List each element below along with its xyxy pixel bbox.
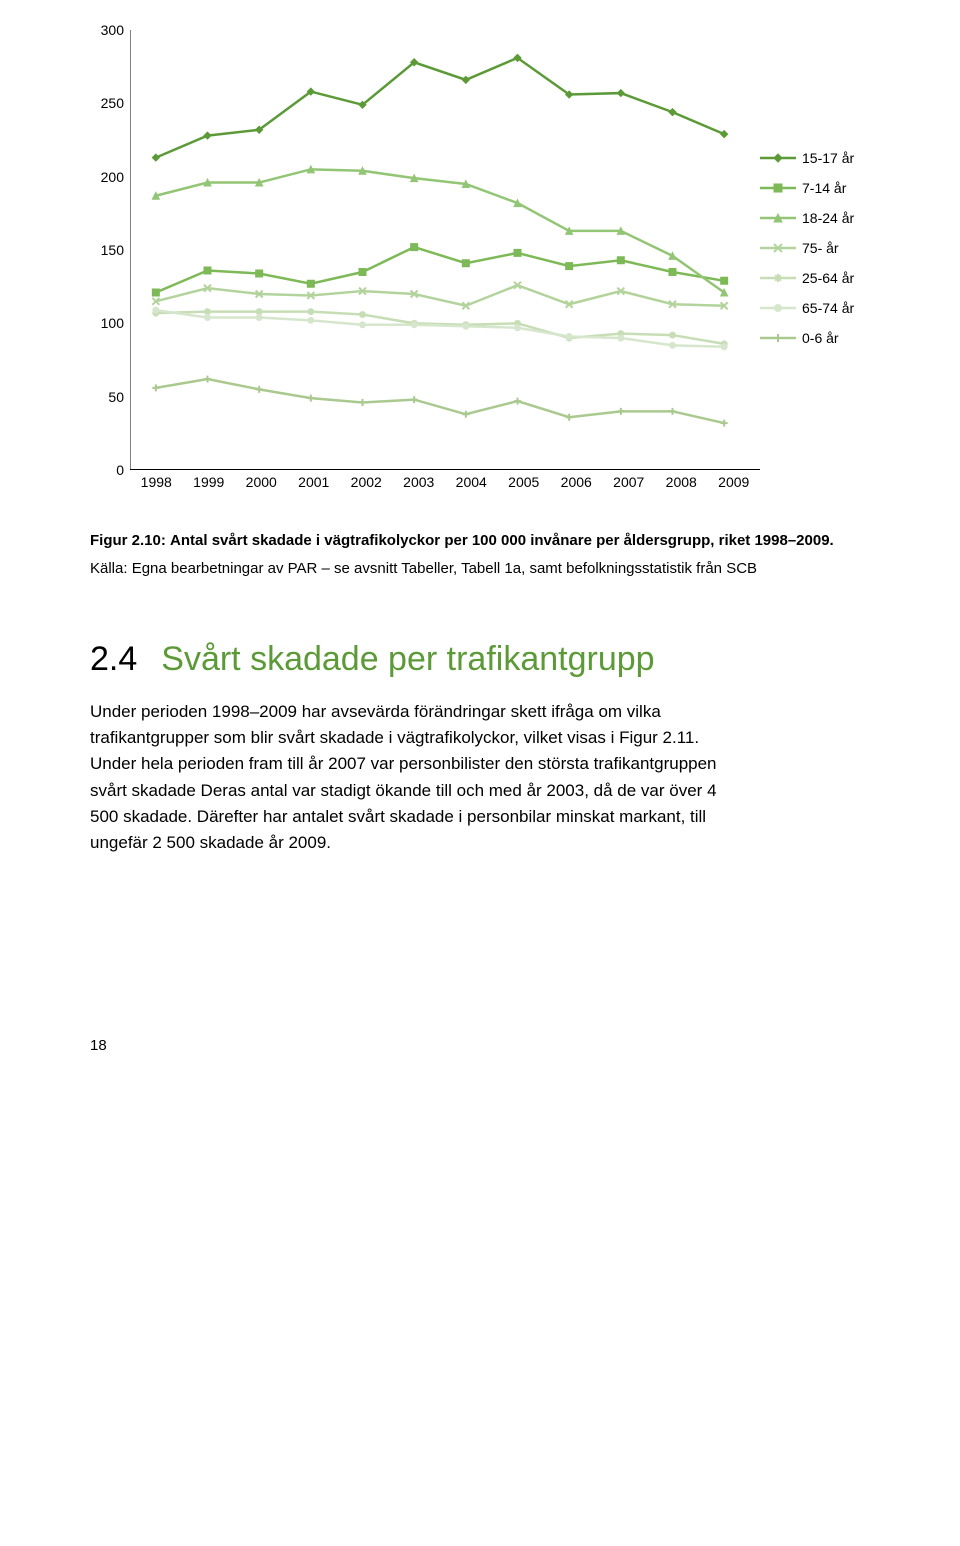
legend-label: 75- år bbox=[802, 240, 839, 256]
legend-label: 18-24 år bbox=[802, 210, 854, 226]
legend-item: 75- år bbox=[760, 240, 870, 256]
y-tick-label: 50 bbox=[108, 389, 124, 405]
x-tick-label: 2002 bbox=[340, 470, 393, 490]
x-tick-label: 1999 bbox=[183, 470, 236, 490]
x-tick-label: 2008 bbox=[655, 470, 708, 490]
figure-text: Antal svårt skadade i vägtrafikolyckor p… bbox=[170, 532, 834, 549]
x-tick-label: 2004 bbox=[445, 470, 498, 490]
legend-item: 18-24 år bbox=[760, 210, 870, 226]
chart-area: 050100150200250300 15-17 år7-14 år18-24 … bbox=[90, 30, 870, 470]
x-tick-label: 1998 bbox=[130, 470, 183, 490]
plot-area bbox=[130, 30, 760, 470]
y-tick-label: 0 bbox=[116, 462, 124, 478]
figure-caption: Figur 2.10: Antal svårt skadade i vägtra… bbox=[90, 530, 870, 552]
y-tick-label: 200 bbox=[101, 169, 124, 185]
x-tick-label: 2009 bbox=[708, 470, 761, 490]
x-tick-label: 2001 bbox=[288, 470, 341, 490]
legend-item: 65-74 år bbox=[760, 300, 870, 316]
legend-label: 15-17 år bbox=[802, 150, 854, 166]
section-heading: 2.4 Svårt skadade per trafikantgrupp bbox=[90, 640, 870, 679]
x-tick-label: 2000 bbox=[235, 470, 288, 490]
y-tick-label: 100 bbox=[101, 315, 124, 331]
y-tick-label: 250 bbox=[101, 95, 124, 111]
legend-marker-icon bbox=[760, 301, 796, 315]
body-paragraph: Under perioden 1998–2009 har avsevärda f… bbox=[90, 699, 730, 857]
x-tick-label: 2007 bbox=[603, 470, 656, 490]
x-tick-label: 2003 bbox=[393, 470, 446, 490]
legend-marker-icon bbox=[760, 151, 796, 165]
x-axis: 1998199920002001200220032004200520062007… bbox=[130, 470, 760, 490]
section-number: 2.4 bbox=[90, 640, 137, 679]
y-axis: 050100150200250300 bbox=[90, 30, 130, 470]
legend: 15-17 år 7-14 år 18-24 år 75- år 25-64 år 65-… bbox=[760, 30, 870, 360]
legend-label: 7-14 år bbox=[802, 180, 846, 196]
legend-item: 0-6 år bbox=[760, 330, 870, 346]
legend-marker-icon bbox=[760, 211, 796, 225]
section-title: Svårt skadade per trafikantgrupp bbox=[161, 640, 654, 679]
page-number: 18 bbox=[90, 1037, 870, 1054]
y-tick-label: 150 bbox=[101, 242, 124, 258]
legend-marker-icon bbox=[760, 271, 796, 285]
x-tick-label: 2006 bbox=[550, 470, 603, 490]
legend-marker-icon bbox=[760, 241, 796, 255]
figure-label: Figur 2.10: bbox=[90, 532, 166, 549]
y-tick-label: 300 bbox=[101, 22, 124, 38]
legend-label: 0-6 år bbox=[802, 330, 839, 346]
source-line: Källa: Egna bearbetningar av PAR – se av… bbox=[90, 558, 870, 580]
legend-label: 65-74 år bbox=[802, 300, 854, 316]
legend-item: 15-17 år bbox=[760, 150, 870, 166]
x-tick-label: 2005 bbox=[498, 470, 551, 490]
legend-item: 25-64 år bbox=[760, 270, 870, 286]
legend-marker-icon bbox=[760, 331, 796, 345]
legend-item: 7-14 år bbox=[760, 180, 870, 196]
legend-marker-icon bbox=[760, 181, 796, 195]
legend-label: 25-64 år bbox=[802, 270, 854, 286]
